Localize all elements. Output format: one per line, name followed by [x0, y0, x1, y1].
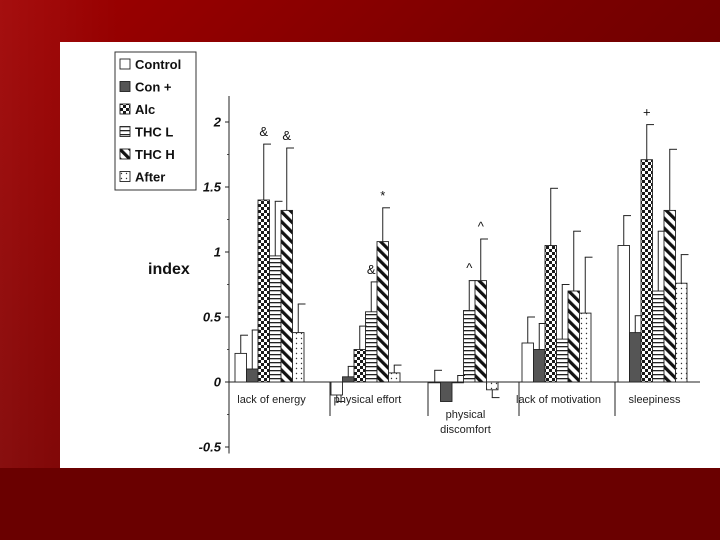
bar: [652, 290, 665, 383]
bar: [544, 245, 557, 383]
significance-marker: &: [367, 262, 376, 277]
bar: [388, 372, 401, 383]
y-tick-label: 0.5: [203, 310, 222, 325]
legend-swatch: [119, 81, 131, 92]
significance-marker: ^: [478, 219, 485, 234]
legend-label: THC L: [135, 125, 173, 140]
bar: [640, 159, 653, 383]
y-tick-label: 2: [213, 115, 222, 130]
category-label: physical effort: [334, 394, 402, 406]
category-label: discomfort: [440, 424, 491, 436]
bar: [474, 280, 487, 383]
significance-marker: +: [643, 105, 651, 120]
bar: [269, 255, 282, 383]
bar: [342, 376, 355, 383]
bar: [533, 349, 546, 383]
bar: [428, 381, 441, 384]
legend-label: THC H: [135, 147, 175, 162]
y-tick-label: 1: [214, 245, 221, 260]
chart-panel: -0.5 0 0.5 1 1.5 2 index lack of energy physical…: [60, 42, 720, 468]
category-label: lack of energy: [237, 394, 306, 406]
bar-chart: -0.5 0 0.5 1 1.5 2 index lack of energy physical…: [114, 51, 700, 455]
category-label: physical: [446, 409, 486, 421]
legend-label: Control: [135, 57, 181, 72]
bar: [556, 338, 569, 383]
bar: [617, 245, 630, 383]
bar: [257, 199, 270, 383]
legend-swatch: [119, 148, 131, 160]
significance-marker: &: [259, 124, 268, 139]
y-tick-label: 0: [214, 375, 222, 390]
legend-swatch: [119, 126, 131, 137]
y-axis-label: index: [148, 261, 190, 278]
bar: [440, 381, 453, 402]
y-tick-label: 1.5: [203, 180, 222, 195]
bar: [629, 332, 642, 383]
bar: [353, 349, 366, 383]
bar: [675, 282, 688, 383]
significance-marker: *: [380, 188, 385, 203]
bar: [376, 241, 389, 383]
significance-marker: &: [282, 128, 291, 143]
bar: [521, 342, 534, 383]
bar: [330, 381, 343, 396]
legend-swatch: [119, 103, 131, 115]
legend-swatch: [119, 58, 131, 70]
bar: [292, 332, 305, 383]
bar: [280, 209, 293, 383]
y-tick-label: -0.5: [199, 440, 222, 455]
legend-label: Con +: [135, 80, 172, 95]
slide-bottom-band: [0, 468, 720, 540]
bar: [579, 312, 592, 383]
category-label: lack of motivation: [516, 394, 601, 406]
bar: [486, 381, 499, 391]
bar: [663, 209, 676, 383]
significance-marker: ^: [466, 261, 473, 276]
bar: [234, 352, 247, 383]
bar: [365, 311, 378, 383]
legend-label: After: [135, 170, 165, 185]
category-label: sleepiness: [629, 394, 681, 406]
legend-label: Alc: [135, 102, 155, 117]
bar: [567, 290, 580, 383]
bar: [451, 381, 464, 384]
legend-box: [114, 51, 197, 191]
bar: [246, 368, 259, 383]
bar: [463, 310, 476, 383]
legend-swatch: [119, 171, 131, 182]
